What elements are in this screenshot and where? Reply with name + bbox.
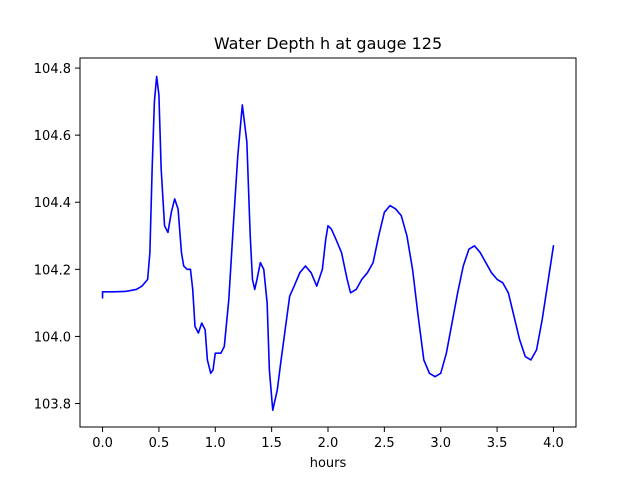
y-tick-label: 104.4 <box>34 196 71 211</box>
y-tick-label: 104.8 <box>34 62 71 77</box>
x-tick-label: 4.0 <box>543 436 564 451</box>
y-tick-label: 104.0 <box>34 330 71 345</box>
chart-title: Water Depth h at gauge 125 <box>214 34 442 53</box>
x-tick-label: 0.5 <box>149 436 170 451</box>
plot-area <box>79 57 577 428</box>
series-line-1 <box>101 75 555 412</box>
y-tick-label: 104.6 <box>34 129 71 144</box>
y-axis: 103.8 104.0 104.2 104.4 104.6 104.8 <box>34 62 80 413</box>
x-tick-label: 1.5 <box>261 436 282 451</box>
x-tick-label: 0.0 <box>92 436 113 451</box>
x-tick-label: 3.5 <box>487 436 508 451</box>
x-tick-label: 2.5 <box>374 436 395 451</box>
x-axis-title: hours <box>310 456 347 471</box>
y-tick-label: 104.2 <box>34 263 71 278</box>
x-tick-label: 3.0 <box>430 436 451 451</box>
x-tick-label: 2.0 <box>318 436 339 451</box>
x-axis: 0.0 0.5 1.0 1.5 2.0 2.5 3.0 3.5 4.0 <box>92 427 564 451</box>
x-tick-label: 1.0 <box>205 436 226 451</box>
y-tick-label: 103.8 <box>34 398 71 413</box>
